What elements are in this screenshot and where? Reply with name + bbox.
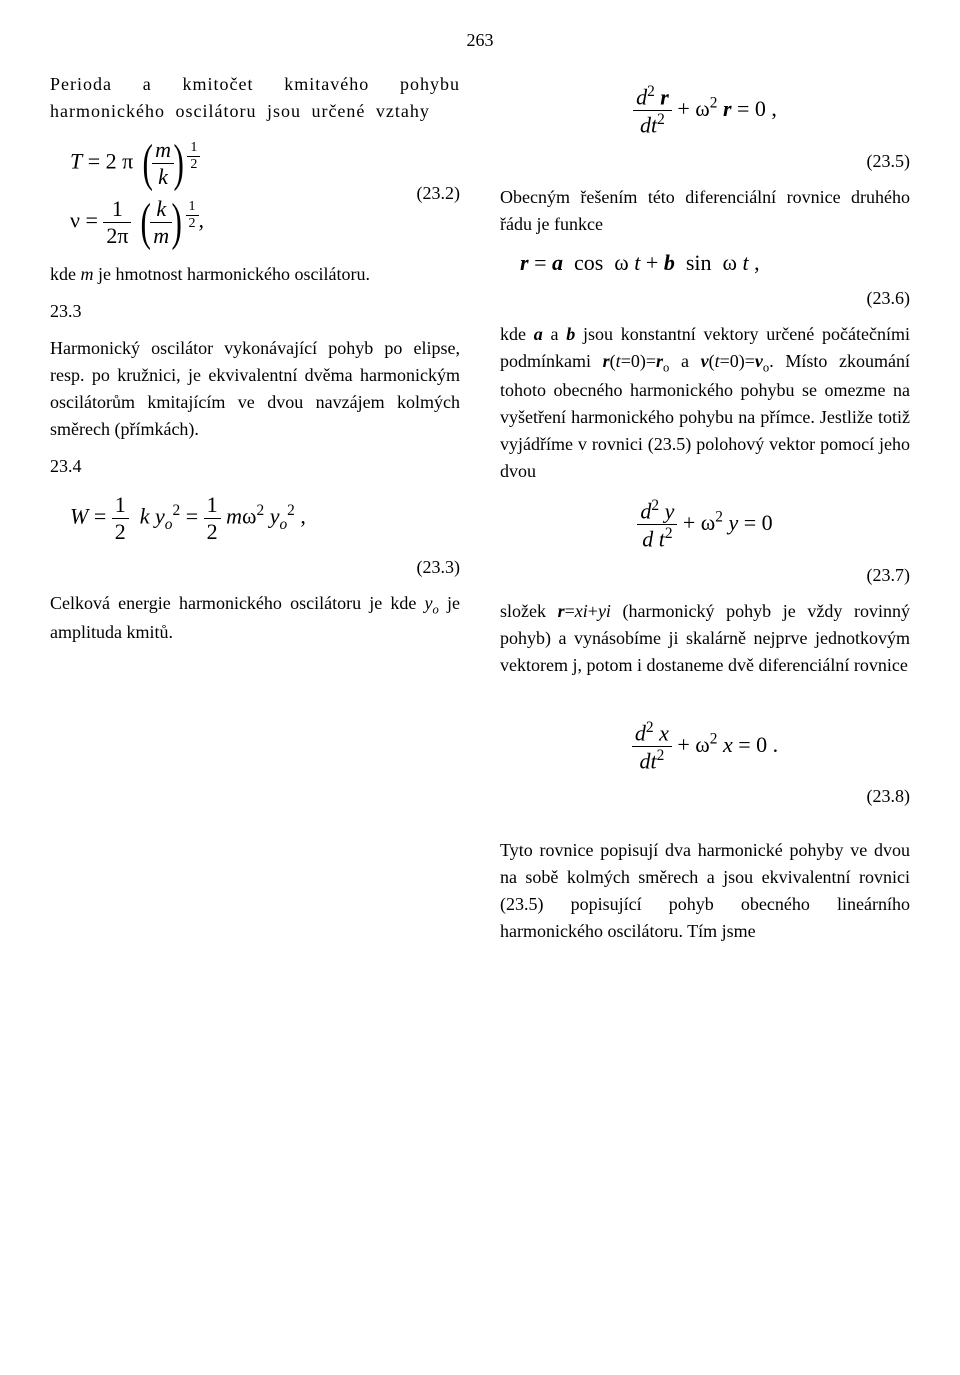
equation-23-3-num-row: (23.3) (50, 557, 460, 578)
equation-23-6-body: r = a cos ω t + b sin ω t , (500, 250, 910, 276)
para-mass: kde m je hmotnost harmonického oscilátor… (50, 261, 460, 288)
para-general-solution: Obecným řešením této diferenciální rovni… (500, 184, 910, 238)
equation-23-8-body: d2 x dt2 + ω2 x = 0 . (500, 719, 910, 775)
para-energy: Celková energie harmonického oscilátoru … (50, 590, 460, 646)
para-two-motions: Tyto rovnice popisují dva harmonické poh… (500, 837, 910, 945)
two-column-layout: Perioda a kmitočet kmitavého pohybu harm… (50, 71, 910, 955)
equation-23-7-number: (23.7) (850, 565, 910, 586)
equation-23-5: d2 r dt2 + ω2 r = 0 , (500, 83, 910, 139)
para-ellipse: Harmonický oscilátor vykonávající pohyb … (50, 335, 460, 443)
para-components: složek r=xi+yi (harmonický pohyb je vždy… (500, 598, 910, 679)
equation-23-6-number: (23.6) (850, 288, 910, 309)
equation-23-8: d2 x dt2 + ω2 x = 0 . (500, 719, 910, 775)
equation-23-5-body: d2 r dt2 + ω2 r = 0 , (500, 83, 910, 139)
equation-23-2: T = 2 π ( m k ) 1 2 ν = 1 2π (50, 137, 460, 249)
equation-23-7-body: d2 y d t2 + ω2 y = 0 (500, 497, 910, 553)
equation-23-2-body: T = 2 π ( m k ) 1 2 ν = 1 2π (50, 137, 400, 249)
equation-23-8-num-row: (23.8) (500, 786, 910, 807)
equation-23-7: d2 y d t2 + ω2 y = 0 (500, 497, 910, 553)
equation-23-7-num-row: (23.7) (500, 565, 910, 586)
section-23-4: 23.4 (50, 453, 460, 480)
equation-23-5-number: (23.5) (850, 151, 910, 172)
para-constants: kde a a b jsou konstantní vektory určené… (500, 321, 910, 485)
section-23-3: 23.3 (50, 298, 460, 325)
equation-23-6: r = a cos ω t + b sin ω t , (500, 250, 910, 276)
equation-23-8-number: (23.8) (850, 786, 910, 807)
equation-23-5-num-row: (23.5) (500, 151, 910, 172)
equation-23-6-num-row: (23.6) (500, 288, 910, 309)
para-intro-left: Perioda a kmitočet kmitavého pohybu harm… (50, 71, 460, 125)
left-column: Perioda a kmitočet kmitavého pohybu harm… (50, 71, 460, 955)
equation-23-3-body: W = 12 k yo2 = 12 mω2 yo2 , (50, 492, 460, 545)
page-number: 263 (50, 30, 910, 51)
right-column: d2 r dt2 + ω2 r = 0 , (23.5) Obecným řeš… (500, 71, 910, 955)
equation-23-3-number: (23.3) (400, 557, 460, 578)
equation-23-2-number: (23.2) (400, 183, 460, 204)
equation-23-3: W = 12 k yo2 = 12 mω2 yo2 , (50, 492, 460, 545)
